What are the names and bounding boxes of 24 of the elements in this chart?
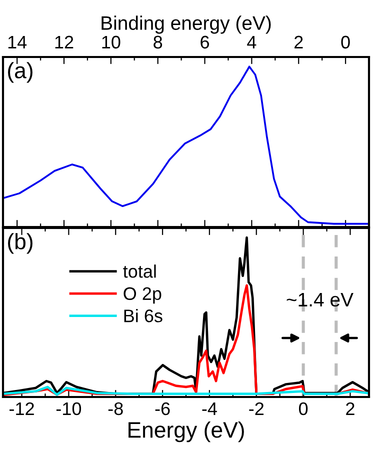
x-tick-label: 0 — [341, 36, 350, 49]
x-tick-label: -6 — [155, 402, 170, 416]
x-tick-label: 6 — [200, 36, 209, 49]
x-tick-label: -4 — [202, 402, 217, 415]
x-axis-title: Energy (eV) — [128, 421, 244, 442]
x-tick-label: 12 — [55, 36, 74, 48]
annotation: (b) — [8, 233, 32, 254]
legend-label: Bi 6s — [124, 309, 162, 322]
x-tick-label: -8 — [108, 402, 123, 416]
x-tick-label: 10 — [102, 36, 120, 49]
legend-label: total — [123, 264, 156, 278]
annotation: ~1.4 eV — [286, 292, 354, 307]
x-tick-label: 2 — [294, 36, 303, 48]
x-tick-label: -2 — [249, 402, 264, 415]
legend-label: O 2p — [124, 287, 162, 304]
x-axis-title: Binding energy (eV) — [102, 16, 271, 34]
x-tick-label: 2 — [346, 402, 354, 415]
x-tick-label: -10 — [56, 402, 82, 416]
annotation: (a) — [8, 62, 32, 83]
x-tick-label: 0 — [298, 402, 308, 416]
x-tick-label: 4 — [247, 36, 256, 48]
x-tick-label: 14 — [8, 36, 27, 48]
x-tick-label: -12 — [10, 402, 34, 415]
x-tick-label: 8 — [154, 36, 162, 49]
